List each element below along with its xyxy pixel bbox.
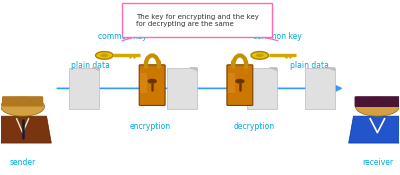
Text: plain data: plain data: [290, 61, 329, 70]
Text: The key for encrypting and the key
for decrypting are the same: The key for encrypting and the key for d…: [136, 14, 258, 27]
FancyBboxPatch shape: [354, 96, 400, 107]
Text: sender: sender: [10, 158, 36, 167]
FancyBboxPatch shape: [228, 73, 235, 93]
Polygon shape: [349, 116, 400, 143]
FancyBboxPatch shape: [139, 65, 165, 106]
FancyBboxPatch shape: [140, 73, 148, 93]
Text: common key: common key: [98, 32, 147, 41]
Polygon shape: [92, 68, 99, 71]
Text: common key: common key: [253, 32, 302, 41]
FancyBboxPatch shape: [305, 68, 334, 109]
Circle shape: [100, 54, 108, 57]
Text: encryption: encryption: [130, 122, 171, 131]
Text: receiver: receiver: [362, 158, 393, 167]
Circle shape: [256, 54, 264, 57]
FancyBboxPatch shape: [247, 68, 277, 109]
Text: decryption: decryption: [233, 122, 274, 131]
Circle shape: [236, 79, 244, 83]
FancyBboxPatch shape: [2, 96, 43, 107]
Circle shape: [148, 79, 156, 83]
Polygon shape: [327, 68, 334, 71]
Circle shape: [251, 52, 268, 59]
FancyBboxPatch shape: [167, 68, 197, 109]
Polygon shape: [270, 68, 277, 71]
Circle shape: [356, 97, 399, 116]
Text: plain data: plain data: [71, 61, 110, 70]
FancyBboxPatch shape: [70, 68, 99, 109]
Polygon shape: [190, 68, 197, 71]
Circle shape: [96, 52, 113, 59]
Polygon shape: [0, 116, 51, 143]
Circle shape: [1, 97, 44, 116]
FancyBboxPatch shape: [122, 3, 272, 37]
FancyBboxPatch shape: [227, 65, 253, 106]
